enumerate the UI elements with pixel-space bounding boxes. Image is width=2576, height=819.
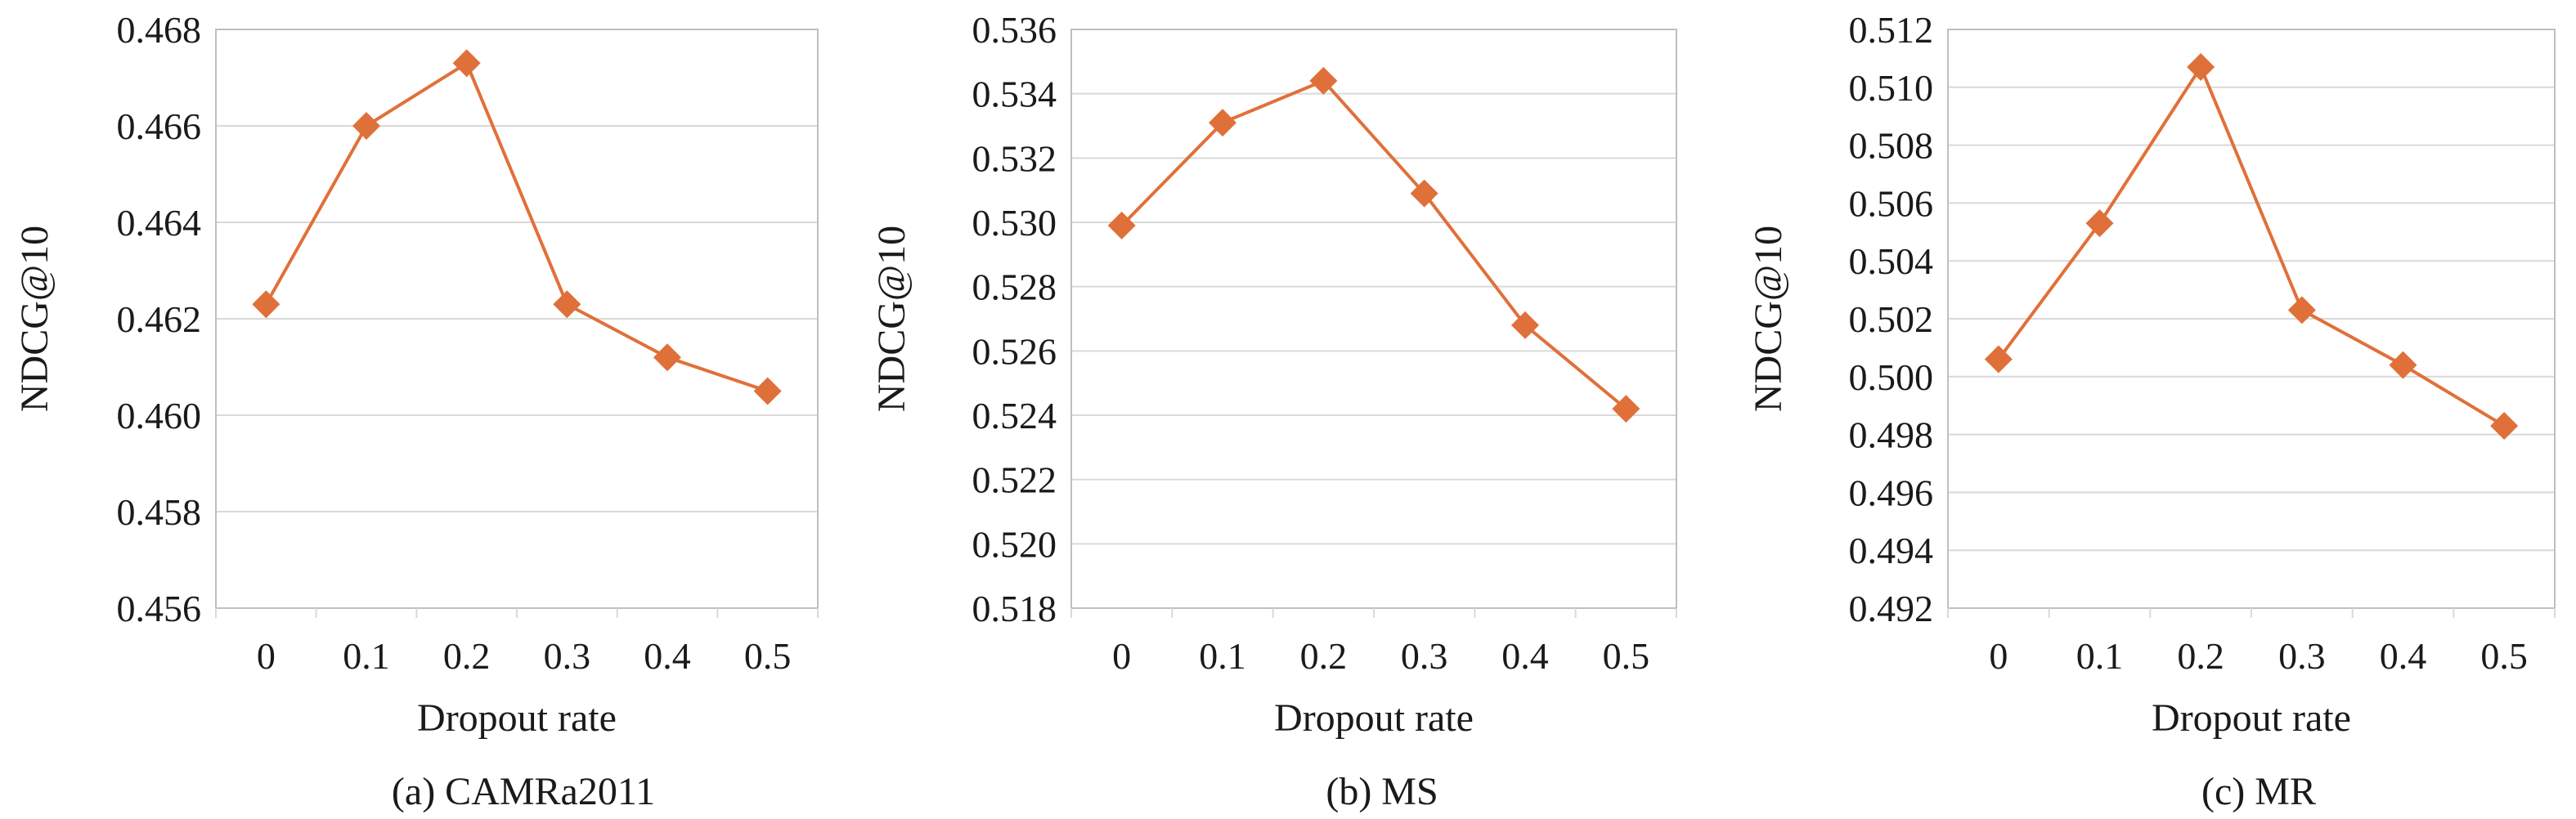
data-point-marker (452, 49, 481, 78)
x-tick-label: 0 (1989, 635, 2008, 677)
y-tick-label: 0.522 (972, 459, 1057, 501)
data-point-marker (2389, 351, 2417, 379)
data-point-marker (2287, 296, 2316, 324)
x-tick-label: 0 (257, 635, 276, 677)
y-tick-label: 0.524 (972, 395, 1057, 436)
y-axis-title: NDCG@10 (13, 226, 56, 412)
data-point-marker (352, 112, 380, 140)
y-tick-label: 0.502 (1849, 298, 1934, 340)
data-point-marker (653, 343, 681, 372)
y-tick-label: 0.494 (1849, 530, 1934, 571)
panel-caption: (c) MR (2201, 770, 2316, 813)
x-tick-label: 0.5 (744, 635, 792, 677)
y-axis-title: NDCG@10 (1747, 226, 1790, 412)
x-tick-label: 0.3 (2278, 635, 2326, 677)
series-line (1997, 63, 2506, 427)
x-tick-label: 0.4 (1501, 635, 1549, 677)
y-tick-label: 0.500 (1849, 356, 1934, 398)
series-line (1120, 78, 1627, 410)
y-tick-label: 0.510 (1849, 67, 1934, 109)
data-point-marker (1209, 109, 1236, 137)
x-tick-label: 0.5 (2480, 635, 2528, 677)
y-tick-label: 0.518 (972, 588, 1057, 629)
y-tick-label: 0.458 (117, 491, 202, 533)
y-tick-label: 0.504 (1849, 240, 1934, 282)
x-tick-label: 0.4 (2380, 635, 2427, 677)
data-point-marker (1309, 66, 1338, 95)
y-tick-label: 0.530 (972, 202, 1057, 244)
series-line (264, 60, 769, 393)
x-tick-label: 0.3 (1401, 635, 1448, 677)
chart-panel-mr: 0.492 0.494 0.496 0.498 0.500 0.502 0.504 0.506… (1747, 9, 2556, 813)
y-tick-label: 0.460 (117, 395, 202, 436)
data-point-marker (553, 290, 581, 319)
plot-frame (1070, 29, 1677, 609)
data-point-marker (1511, 311, 1539, 339)
x-tick-label: 0.1 (2076, 635, 2124, 677)
x-tick-label: 0.5 (1603, 635, 1650, 677)
data-point-marker (2187, 53, 2215, 82)
data-point-marker (1612, 395, 1640, 423)
data-point-marker (1984, 345, 2013, 374)
data-point-marker (2490, 411, 2519, 440)
x-tick-label: 0.2 (1300, 635, 1348, 677)
x-tick-label: 0 (1112, 635, 1131, 677)
data-point-marker (2085, 209, 2114, 238)
y-tick-label: 0.496 (1849, 472, 1934, 513)
y-tick-label: 0.466 (117, 105, 202, 147)
x-axis-title: Dropout rate (1274, 696, 1474, 740)
data-point-marker (753, 377, 782, 405)
y-tick-label: 0.520 (972, 523, 1057, 565)
y-tick-label: 0.468 (117, 9, 202, 51)
y-tick-label: 0.512 (1849, 9, 1934, 51)
y-tick-label: 0.536 (972, 9, 1057, 51)
x-tick-label: 0.3 (544, 635, 591, 677)
panel-caption: (b) MS (1326, 770, 1438, 813)
y-tick-label: 0.492 (1849, 588, 1934, 629)
y-tick-label: 0.508 (1849, 125, 1934, 167)
y-tick-label: 0.526 (972, 330, 1057, 372)
y-tick-label: 0.534 (972, 74, 1057, 115)
y-tick-label: 0.464 (117, 202, 202, 244)
y-tick-label: 0.532 (972, 137, 1057, 179)
x-tick-label: 0.1 (343, 635, 390, 677)
y-tick-label: 0.456 (117, 588, 202, 629)
data-point-marker (1410, 179, 1438, 208)
x-axis-title: Dropout rate (417, 696, 617, 740)
y-axis-title: NDCG@10 (870, 226, 913, 412)
chart-panel-camra2011: 0.456 0.458 0.460 0.462 0.464 0.466 0.468 0 0.1 0… (13, 9, 819, 813)
x-tick-label: 0.2 (443, 635, 491, 677)
y-tick-label: 0.528 (972, 266, 1057, 308)
y-tick-label: 0.462 (117, 298, 202, 340)
y-tick-label: 0.498 (1849, 414, 1934, 456)
x-axis-title: Dropout rate (2152, 696, 2351, 740)
panel-caption: (a) CAMRa2011 (392, 770, 655, 813)
data-point-marker (1107, 211, 1136, 239)
data-point-marker (252, 290, 280, 319)
y-tick-label: 0.506 (1849, 182, 1934, 224)
x-tick-label: 0.1 (1199, 635, 1246, 677)
x-tick-label: 0.2 (2177, 635, 2224, 677)
x-tick-label: 0.4 (644, 635, 691, 677)
chart-panel-ms: 0.518 0.520 0.522 0.524 0.526 0.528 0.530 0.532… (870, 9, 1677, 813)
